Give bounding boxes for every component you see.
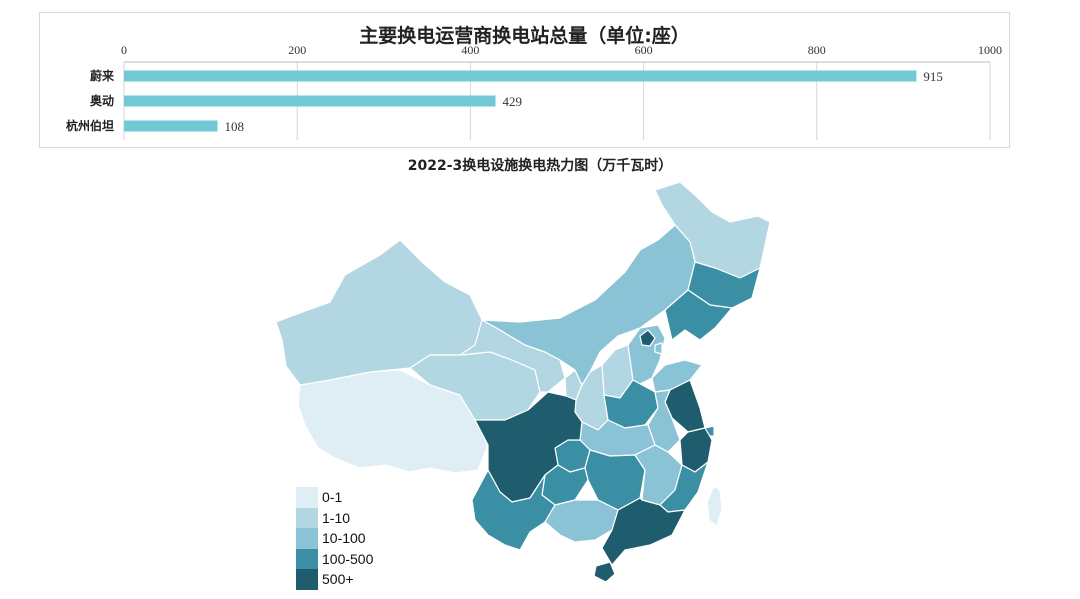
region-beijing	[639, 329, 656, 347]
x-tick-label: 400	[461, 43, 479, 57]
legend-swatch	[296, 528, 318, 549]
data-label: 108	[225, 119, 245, 134]
map-title: 2022-3换电设施换电热力图（万千瓦时）	[407, 158, 673, 174]
region-guangxi	[544, 499, 619, 543]
legend-label: 500+	[322, 571, 354, 588]
data-label: 915	[923, 69, 943, 84]
legend-item: 100-500	[296, 548, 374, 569]
legend-label: 1-10	[322, 509, 351, 526]
legend-swatch	[296, 507, 318, 528]
category-label: 杭州伯坦	[66, 118, 114, 133]
region-tibet	[297, 369, 489, 474]
region-taiwan	[706, 485, 723, 527]
legend-item: 1-10	[296, 507, 373, 528]
map-legend: 0-1 1-10 10-100 100-500 500+	[296, 487, 373, 590]
bar-chart: 0 200 400 600 800 1000 蔚来 915 奥动 429 杭州伯坦 108	[66, 43, 1002, 140]
legend-swatch	[296, 569, 318, 590]
x-tick-label: 600	[635, 43, 653, 57]
legend-swatch	[296, 487, 318, 508]
x-tick-label: 0	[121, 43, 127, 57]
region-guangdong	[601, 497, 686, 566]
legend-item: 0-1	[296, 487, 373, 508]
legend-label: 100-500	[322, 550, 374, 567]
region-anhui	[647, 389, 681, 453]
legend-label: 0-1	[322, 489, 343, 506]
category-label: 奥动	[90, 93, 114, 108]
region-tianjin	[654, 342, 663, 355]
legend-item: 10-100	[296, 528, 373, 549]
x-tick-label: 800	[808, 43, 826, 57]
data-label: 429	[503, 94, 523, 109]
legend-item: 500+	[296, 569, 373, 590]
bar	[124, 95, 496, 107]
bar	[124, 70, 917, 82]
legend-swatch	[296, 548, 318, 569]
bar	[124, 120, 218, 132]
legend-label: 10-100	[322, 530, 366, 547]
category-label: 蔚来	[90, 68, 115, 83]
region-hainan	[593, 561, 616, 583]
x-tick-label: 1000	[978, 43, 1002, 57]
x-tick-label: 200	[288, 43, 306, 57]
region-liaoning	[664, 289, 733, 341]
bar-chart-title: 主要换电运营商换电站总量（单位:座）	[359, 25, 690, 47]
